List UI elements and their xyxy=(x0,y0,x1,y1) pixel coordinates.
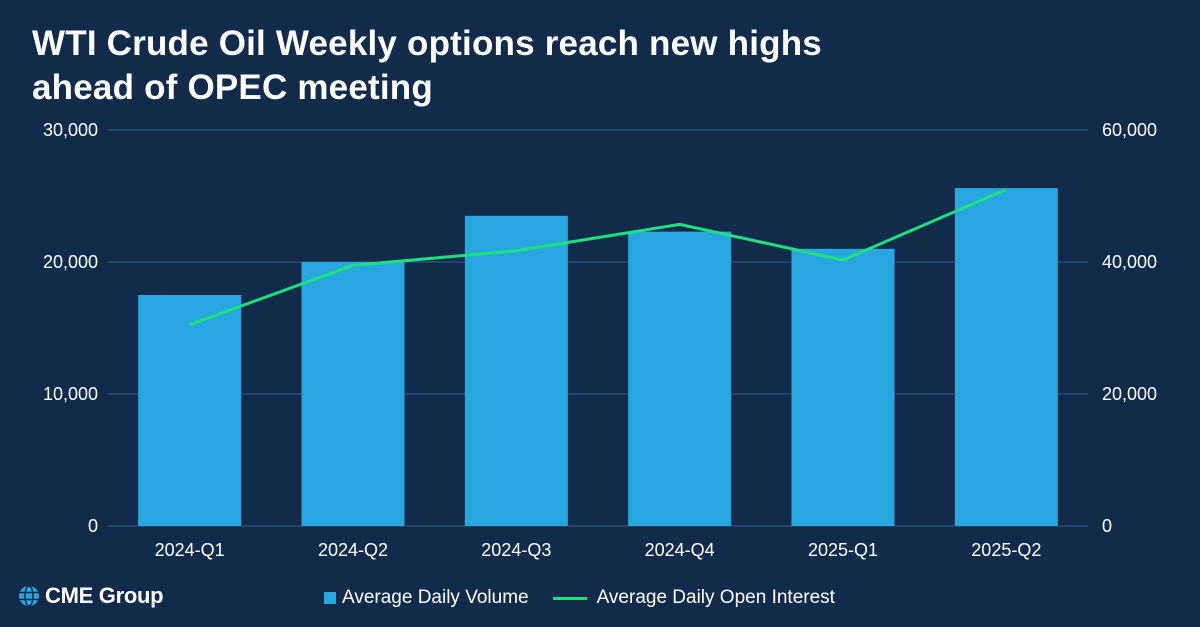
volume-bar xyxy=(301,262,405,526)
x-axis-ticks: 2024-Q1 2024-Q2 2024-Q3 2024-Q4 2025-Q1 2025-… xyxy=(155,540,1042,560)
chart-title: WTI Crude Oil Weekly options reach new h… xyxy=(32,22,932,110)
chart-title-line-1: WTI Crude Oil Weekly options reach new h… xyxy=(32,24,822,63)
right-axis-ticks: 0 20,000 40,000 60,000 xyxy=(1102,120,1157,536)
volume-bar xyxy=(138,295,242,526)
volume-bar xyxy=(791,248,895,527)
x-axis-tick-label: 2024-Q3 xyxy=(481,540,551,560)
volume-bar xyxy=(628,231,732,526)
legend-swatch-line xyxy=(552,596,587,600)
x-axis-tick-label: 2024-Q2 xyxy=(318,540,388,560)
legend-label-volume: Average Daily Volume xyxy=(342,587,529,608)
right-axis-tick-label: 0 xyxy=(1102,516,1112,536)
legend: Average Daily Volume Average Daily Open … xyxy=(324,585,835,611)
volume-bars xyxy=(138,188,1058,527)
cme-group-logo: CME Group xyxy=(18,583,164,609)
x-axis-tick-label: 2024-Q4 xyxy=(645,540,715,560)
volume-bar xyxy=(954,188,1058,526)
x-axis-tick-label: 2025-Q2 xyxy=(971,540,1041,560)
globe-icon xyxy=(19,585,39,607)
chart-title-line-2: ahead of OPEC meeting xyxy=(32,68,433,107)
legend-item-open-interest: Average Daily Open Interest xyxy=(552,587,835,609)
left-axis-tick-label: 0 xyxy=(88,516,98,536)
legend-swatch-bar xyxy=(324,592,336,604)
gridlines xyxy=(108,129,1088,527)
logo-text: CME Group xyxy=(45,583,164,608)
right-axis-tick-label: 20,000 xyxy=(1102,384,1157,404)
left-axis-tick-label: 30,000 xyxy=(43,120,98,140)
open-interest-line xyxy=(189,188,1007,327)
right-axis-tick-label: 40,000 xyxy=(1102,252,1157,272)
left-axis-ticks: 0 10,000 20,000 30,000 xyxy=(43,120,98,536)
left-axis-tick-label: 20,000 xyxy=(43,252,98,272)
x-axis-tick-label: 2024-Q1 xyxy=(155,540,225,560)
volume-bar xyxy=(464,215,568,527)
x-axis-tick-label: 2025-Q1 xyxy=(808,540,878,560)
legend-item-volume: Average Daily Volume xyxy=(324,587,529,609)
left-axis-tick-label: 10,000 xyxy=(43,384,98,404)
open-interest-series-line xyxy=(189,188,1007,327)
legend-label-open-interest: Average Daily Open Interest xyxy=(596,587,835,608)
right-axis-tick-label: 60,000 xyxy=(1102,120,1157,140)
